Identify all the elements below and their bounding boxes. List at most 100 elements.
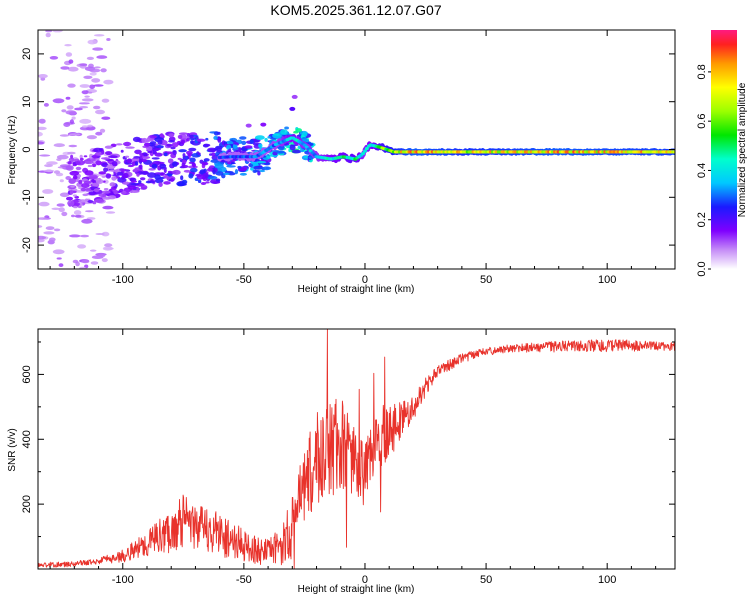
spectrogram-cell: [130, 158, 138, 161]
spectrogram-cell: [168, 133, 175, 138]
spectrogram-cell: [232, 143, 238, 149]
spectrogram-cell: [212, 181, 221, 184]
spectrogram-cell: [63, 122, 71, 127]
spectrogram-cell: [79, 266, 87, 269]
spectrogram-cell: [167, 170, 172, 173]
spectrogram-cell: [157, 139, 163, 145]
spectrogram-cell: [249, 139, 254, 144]
spectrogram-cell: [259, 169, 266, 173]
spectrogram-cell: [177, 134, 183, 139]
spectrogram-cell: [142, 152, 148, 156]
colorbar-tick-label: 0.8: [696, 64, 708, 79]
spectrogram-cell: [38, 126, 47, 131]
spectrogram-cell: [93, 147, 103, 153]
spectrogram-cell: [67, 161, 72, 165]
spectrogram-cell: [66, 196, 73, 201]
spectrogram-cell: [216, 149, 223, 153]
snr-x-tick-label: -100: [112, 574, 134, 586]
spectrogram-cell: [85, 210, 94, 213]
spectrogram-cell: [188, 173, 194, 179]
spectrogram-cell: [177, 157, 182, 160]
snr-plot-area: [38, 329, 675, 569]
spectrogram-cell: [43, 169, 55, 172]
spectrogram-cell: [92, 182, 100, 187]
spectrogram-cell: [228, 148, 232, 154]
spectrogram-cell: [81, 125, 89, 128]
spectrogram-cell: [87, 124, 93, 128]
figure-title: KOM5.2025.361.12.07.G07: [270, 2, 441, 18]
spectrogram-cell: [61, 211, 68, 217]
spectrogram-cell: [46, 161, 58, 165]
spectrogram-cell: [129, 190, 140, 193]
spectrogram-cell: [79, 106, 89, 109]
spectrogram-cell: [203, 143, 211, 147]
spectrogram-cell: [38, 141, 45, 145]
spectrogram-cell: [267, 136, 272, 139]
spectrogram-cell: [190, 167, 198, 173]
spectrogram-cell: [277, 145, 285, 151]
spectrogram-cell: [134, 149, 142, 155]
spectrogram-cell: [172, 161, 178, 167]
spectrogram-cell: [181, 138, 185, 145]
spectrogram-cell: [43, 231, 55, 235]
spectrogram-cell: [280, 129, 288, 135]
spectrogram-cell: [70, 154, 74, 159]
spectrogram-cell: [121, 191, 127, 194]
spectrogram-cell: [163, 168, 167, 174]
spectrogram-cell: [72, 194, 78, 197]
spectrogram-cell: [209, 153, 213, 156]
spectrogram-cell: [103, 79, 114, 85]
snr-y-tick-label: 600: [21, 365, 33, 383]
spectrogram-cell: [123, 141, 132, 147]
spectrogram-cell: [212, 169, 216, 175]
spectrogram-cell: [74, 195, 79, 199]
spectrogram-cell: [234, 169, 239, 175]
spectrogram-cell: [38, 74, 48, 79]
spectrogram-cell: [197, 152, 201, 155]
spectrogram-cell: [65, 52, 73, 57]
spectrogram-cell: [127, 185, 137, 190]
spectrogram-cell: [45, 226, 55, 231]
spectrogram-cell: [85, 187, 92, 192]
spectrogram-cell: [127, 164, 134, 168]
spectrogram-cell: [66, 105, 74, 110]
spectrogram-cell: [101, 190, 111, 194]
spectrogram-cell: [252, 169, 258, 173]
spectrogram-cell: [78, 102, 90, 105]
spectrogram-cell: [83, 75, 93, 80]
spectrogram-cell: [151, 157, 160, 160]
spectrogram-cell: [67, 200, 75, 206]
spectrogram-cell: [68, 178, 76, 184]
spectrogram-cell: [181, 164, 189, 169]
spectrogram-cell: [172, 169, 181, 175]
spectrogram-cell: [95, 160, 102, 166]
spectrogram-cell: [75, 160, 86, 166]
spectrogram-cell: [103, 188, 109, 191]
spectrogram-cell: [132, 168, 139, 173]
spectrogram-cell: [262, 166, 272, 171]
spectrogram-y-tick-label: 0: [21, 146, 33, 152]
snr-x-axis-title: Height of straight line (km): [298, 584, 415, 595]
spectrogram-cell: [196, 138, 206, 142]
spectrogram-cell: [73, 210, 82, 216]
spectrogram-cell: [154, 178, 164, 184]
snr-series-group: [38, 329, 675, 569]
spectrogram-cell: [201, 161, 209, 166]
spectrogram-cell: [86, 135, 97, 140]
spectrogram-cell: [147, 172, 157, 178]
spectrogram-cell: [81, 90, 89, 95]
spectrogram-cell: [132, 136, 141, 143]
spectrogram-cell: [91, 78, 101, 83]
spectrogram-cell: [209, 165, 215, 169]
spectrogram-cell: [126, 158, 132, 164]
spectrogram-cell: [102, 205, 114, 210]
spectrogram-cell: [65, 176, 71, 180]
spectrogram-cell: [64, 44, 72, 47]
spectrogram-cell: [200, 182, 207, 185]
colorbar-tick-label: 0.2: [696, 212, 708, 227]
spectrogram-cell: [99, 128, 106, 133]
spectrogram-cell: [58, 207, 65, 213]
spectrogram-cell: [101, 157, 110, 160]
spectrogram-y-tick-label: -10: [21, 189, 33, 205]
